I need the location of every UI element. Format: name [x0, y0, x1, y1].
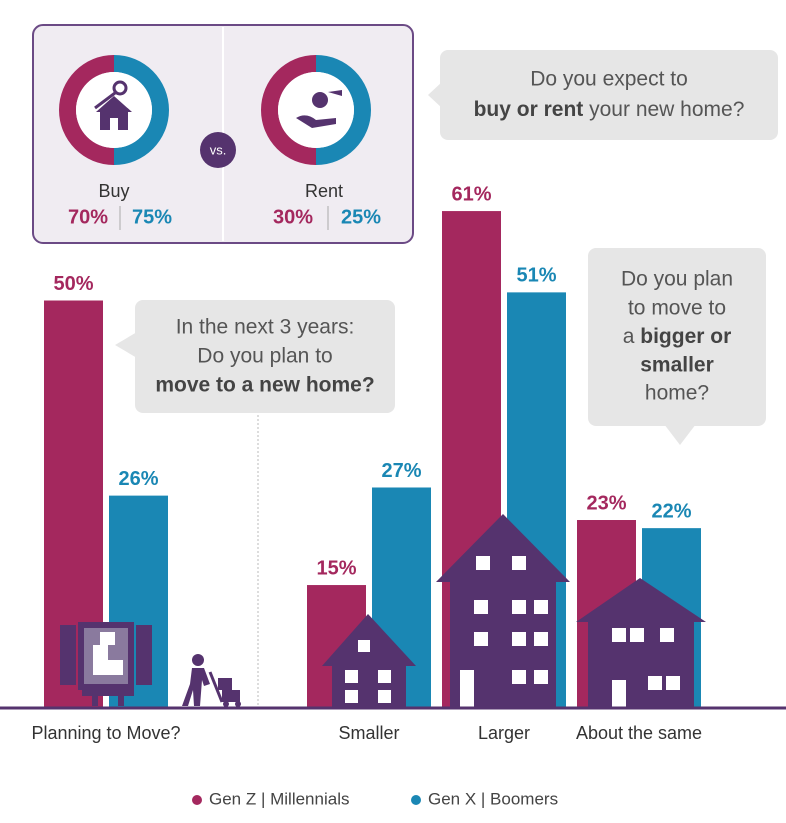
category-label: Larger [478, 723, 530, 743]
callout: Do you plan to move to a bigger or small… [588, 248, 766, 445]
callout-text: Do you expect to [530, 68, 688, 91]
mover-icon [182, 654, 241, 707]
value-label: 27% [381, 460, 421, 482]
callout-text: In the next 3 years: [176, 316, 355, 339]
legend-label: Gen X | Boomers [428, 789, 558, 808]
house-small [322, 614, 416, 707]
legend-label: Gen Z | Millennials [209, 789, 349, 808]
house-large [436, 514, 570, 707]
value-label: 15% [316, 557, 356, 579]
vs-badge [200, 132, 236, 168]
option-value: 30% [273, 206, 313, 228]
value-label: 50% [53, 273, 93, 295]
callout: Do you expect to buy or rent your new ho… [428, 50, 778, 140]
callout-text: move to a new home? [155, 374, 374, 397]
option-value: 25% [341, 206, 381, 228]
callout-text: home? [645, 382, 709, 405]
callout-text: to move to [628, 297, 726, 320]
callout-text: buy or rent your new home? [474, 98, 745, 121]
callout-text: Do you plan [621, 268, 733, 291]
value-label: 26% [118, 468, 158, 490]
category-label: About the same [576, 723, 702, 743]
value-label: 51% [516, 265, 556, 287]
legend-swatch [411, 795, 421, 805]
truck-icon [60, 622, 152, 706]
option-value: 75% [132, 206, 172, 228]
vs-label: vs. [210, 142, 227, 157]
buy-donut [59, 55, 169, 165]
callout-text: smaller [640, 354, 714, 377]
callout: In the next 3 years: Do you plan to move… [115, 300, 395, 413]
house-same [576, 578, 706, 707]
value-label: 23% [586, 492, 626, 514]
rent-donut [261, 55, 371, 165]
legend-swatch [192, 795, 202, 805]
category-label: Planning to Move? [31, 723, 180, 743]
value-label: 22% [651, 500, 691, 522]
option-label: Rent [305, 181, 343, 201]
option-value: 70% [68, 206, 108, 228]
category-label: Smaller [338, 723, 399, 743]
value-label: 61% [451, 183, 491, 205]
callout-text: a bigger or [623, 325, 732, 348]
option-label: Buy [98, 181, 129, 201]
callout-text: Do you plan to [197, 345, 332, 368]
